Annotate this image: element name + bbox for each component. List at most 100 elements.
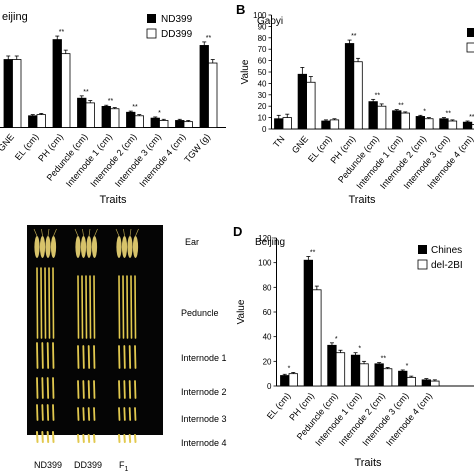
ear-icon <box>45 236 51 258</box>
significance-a-internode-3-cm: * <box>158 110 161 117</box>
awn-icon <box>123 228 125 237</box>
stem-segment-icon <box>130 275 133 339</box>
bar-b-internode-2-cm-series-1 <box>415 116 426 130</box>
bar-b-el-cm-series-1 <box>321 120 331 130</box>
awn-icon <box>82 228 84 237</box>
bar-d-internode-1-cm-series-2 <box>359 363 369 387</box>
bar-a-gne-series-2 <box>12 59 22 128</box>
significance-b-internode-2-cm: * <box>423 108 426 115</box>
ear-icon <box>116 236 122 258</box>
bar-a-internode-2-cm-series-1 <box>126 111 136 128</box>
panel-d-xlabel: Traits <box>354 457 382 469</box>
panel-d-ytick-label: 60 <box>263 308 272 317</box>
organ-label-internode-4: Internode 4 <box>181 438 227 448</box>
panel-b-letter: B <box>236 2 245 17</box>
stem-segment-icon <box>89 275 92 339</box>
ear-icon <box>75 236 81 258</box>
awn-icon <box>94 228 98 237</box>
panel-b-ylabel: Value <box>240 59 251 84</box>
bar-d-peduncle-cm-series-1 <box>327 344 337 387</box>
category-label-b-tn: TN <box>271 134 286 150</box>
significance-d-peduncle-cm: * <box>335 336 338 343</box>
significance-a-internode-2-cm: ** <box>132 104 138 111</box>
panel-b-ytick-label: 100 <box>253 11 267 20</box>
stem-segment-icon <box>52 431 55 443</box>
significance-a-peduncle-cm: ** <box>83 89 89 96</box>
organ-label-internode-1: Internode 1 <box>181 353 227 363</box>
panel-d-ytick-label: 120 <box>258 234 272 243</box>
panel-a-legend: ND399 DD399 <box>146 14 193 40</box>
bar-a-internode-1-cm-series-1 <box>101 106 111 128</box>
stem-segment-icon <box>46 342 50 369</box>
bar-d-internode-2-cm-series-2 <box>382 368 393 387</box>
stem-segment-icon <box>123 434 126 443</box>
awn-icon <box>41 228 43 237</box>
bar-b-gne-series-2 <box>306 81 316 130</box>
stem-segment-icon <box>85 275 88 339</box>
legend-swatch-b-black <box>467 28 474 37</box>
bar-d-peduncle-cm-series-2 <box>335 352 346 387</box>
legend-label-dd399: DD399 <box>161 29 193 40</box>
bar-b-internode-1-cm-series-2 <box>400 112 410 130</box>
bar-d-internode-3-cm-series-2 <box>406 376 416 387</box>
stem-segment-icon <box>134 345 137 369</box>
bar-a-ph-cm-series-2 <box>61 53 71 128</box>
stem-segment-icon <box>93 434 96 443</box>
stem-segment-icon <box>52 267 55 339</box>
stem-segment-icon <box>87 434 91 443</box>
bar-b-peduncle-cm-series-2 <box>376 105 387 130</box>
category-label-a-tgw-g: TGW (g) <box>182 132 212 165</box>
stem-segment-icon <box>77 275 80 339</box>
stem-segment-icon <box>128 380 132 399</box>
stem-segment-icon <box>87 380 91 399</box>
bar-b-peduncle-cm-series-1 <box>368 101 378 130</box>
stem-segment-icon <box>134 275 137 339</box>
stem-segment-icon <box>93 380 96 399</box>
stem-segment-icon <box>41 431 44 443</box>
panel-d: D Beijing Chines del-2BI Value 0 20 40 60 80… <box>233 224 474 469</box>
stem-segment-icon <box>41 377 44 399</box>
panel-b-ytick-label: 50 <box>258 68 267 77</box>
stem-segment-icon <box>134 407 137 421</box>
bar-b-el-cm-series-2 <box>329 119 340 130</box>
significance-b-internode-4-cm: ** <box>469 114 474 121</box>
panel-b-ytick-label: 70 <box>258 45 267 54</box>
significance-b-internode-1-cm: ** <box>398 103 404 110</box>
legend-swatch-chines <box>418 245 427 254</box>
panel-b-ytick-label: 80 <box>258 34 267 43</box>
significance-d-internode-1-cm: * <box>358 346 361 353</box>
bar-a-tgw-g-series-2 <box>208 62 218 128</box>
bar-d-el-cm-series-2 <box>288 373 298 387</box>
significance-b-ph-cm: ** <box>351 33 357 40</box>
ear-icon <box>50 236 57 258</box>
bar-d-ph-cm-series-1 <box>303 259 314 387</box>
significance-d-ph-cm: ** <box>310 250 316 257</box>
stem-segment-icon <box>118 380 121 399</box>
legend-label-chines: Chines <box>431 245 462 256</box>
stem-segment-icon <box>48 267 51 339</box>
bar-a-peduncle-cm-series-2 <box>85 102 95 128</box>
bar-d-internode-2-cm-series-1 <box>374 363 384 387</box>
panel-c: Ear Peduncle Internode 1 Internode 2 Int… <box>33 228 227 473</box>
awn-icon <box>129 228 132 237</box>
stem-segment-icon <box>128 434 132 443</box>
bar-b-ph-cm-series-1 <box>344 43 355 130</box>
stem-segment-icon <box>128 407 132 421</box>
bar-a-internode-1-cm-series-2 <box>110 108 120 128</box>
category-label-a-gne: GNE <box>0 132 16 153</box>
bar-b-ph-cm-series-2 <box>353 61 363 130</box>
stem-segment-icon <box>118 407 121 421</box>
significance-a-ph-cm: ** <box>59 29 65 36</box>
stem-segment-icon <box>134 434 137 443</box>
significance-b-internode-3-cm: ** <box>445 111 451 118</box>
bar-a-internode-3-cm-series-2 <box>159 120 169 128</box>
stem-segment-icon <box>41 342 44 369</box>
stem-segment-icon <box>93 407 96 421</box>
awn-icon <box>88 228 91 237</box>
legend-swatch-del-2bi <box>417 259 428 270</box>
bar-d-internode-1-cm-series-1 <box>350 354 361 387</box>
stem-segment-icon <box>118 434 121 443</box>
panel-b-ytick-label: 30 <box>258 91 267 100</box>
stem-segment-icon <box>36 377 39 399</box>
